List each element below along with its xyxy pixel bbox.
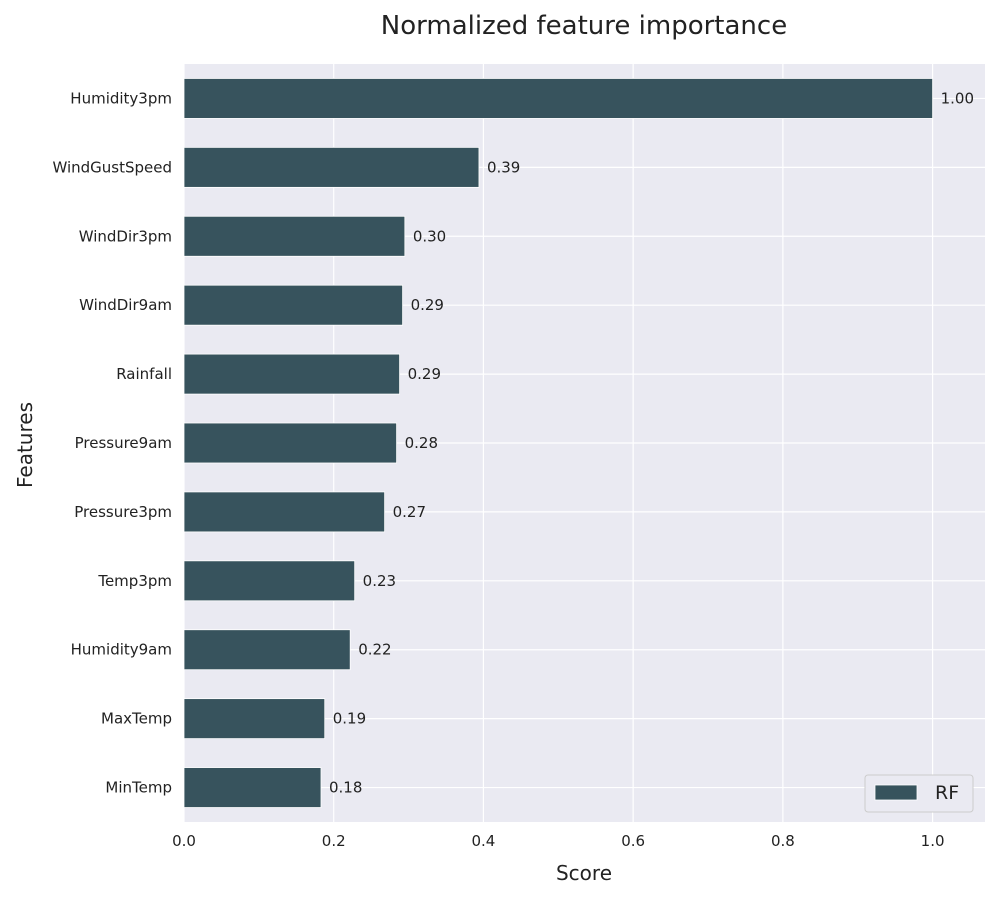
bar-pressure3pm bbox=[183, 491, 386, 533]
legend-box bbox=[864, 774, 974, 813]
data-label-winddir3pm: 0.30 bbox=[413, 227, 446, 245]
legend-swatch bbox=[874, 784, 918, 801]
x-tick-label: 1.0 bbox=[921, 832, 945, 850]
bar-winddir3pm bbox=[183, 215, 406, 257]
data-label-maxtemp: 0.19 bbox=[333, 710, 366, 728]
y-tick-labels: Humidity3pm WindGustSpeed WindDir3pm WindDi… bbox=[52, 89, 172, 796]
x-tick-labels: 0.0 0.2 0.4 0.6 0.8 1.0 bbox=[172, 832, 944, 850]
legend-label: RF bbox=[935, 782, 959, 804]
bar-windgustspeed bbox=[183, 146, 480, 188]
x-tick-label: 0.4 bbox=[472, 832, 496, 850]
chart-title: Normalized feature importance bbox=[381, 11, 787, 41]
x-tick-label: 0.0 bbox=[172, 832, 196, 850]
data-label-humidity3pm: 1.00 bbox=[941, 89, 974, 107]
bar-pressure9am bbox=[183, 422, 398, 464]
bar-humidity9am bbox=[183, 629, 351, 671]
y-axis-label: Features bbox=[13, 402, 37, 488]
x-axis-label: Score bbox=[556, 861, 612, 885]
bar-rainfall bbox=[183, 353, 400, 395]
data-label-windgustspeed: 0.39 bbox=[487, 158, 520, 176]
bars bbox=[183, 78, 933, 808]
y-tick-label: Rainfall bbox=[116, 365, 172, 383]
bar-temp3pm bbox=[183, 560, 356, 602]
data-label-humidity9am: 0.22 bbox=[358, 641, 391, 659]
y-tick-label: WindDir9am bbox=[79, 296, 172, 314]
bar-maxtemp bbox=[183, 698, 326, 740]
y-tick-label: MaxTemp bbox=[101, 710, 172, 728]
y-tick-label: Pressure9am bbox=[75, 434, 172, 452]
data-label-winddir9am: 0.29 bbox=[411, 296, 444, 314]
bar-humidity3pm bbox=[183, 78, 933, 119]
y-tick-label: Humidity9am bbox=[71, 641, 172, 659]
data-label-mintemp: 0.18 bbox=[329, 779, 362, 797]
x-tick-label: 0.8 bbox=[771, 832, 795, 850]
legend: RF bbox=[864, 774, 974, 813]
y-tick-label: Humidity3pm bbox=[70, 89, 172, 107]
y-tick-label: Pressure3pm bbox=[74, 503, 172, 521]
data-label-pressure3pm: 0.27 bbox=[393, 503, 426, 521]
data-label-temp3pm: 0.23 bbox=[363, 572, 396, 590]
y-tick-label: MinTemp bbox=[105, 779, 172, 797]
x-tick-label: 0.6 bbox=[621, 832, 645, 850]
y-tick-label: Temp3pm bbox=[97, 572, 172, 590]
bar-winddir9am bbox=[183, 284, 403, 326]
y-tick-label: WindGustSpeed bbox=[52, 158, 172, 176]
x-tick-label: 0.2 bbox=[322, 832, 346, 850]
data-labels: 1.00 0.39 0.30 0.29 0.29 0.28 0.27 0.23 0.22 0.19… bbox=[329, 89, 974, 796]
bar-mintemp bbox=[183, 767, 322, 808]
data-label-pressure9am: 0.28 bbox=[405, 434, 438, 452]
data-label-rainfall: 0.29 bbox=[408, 365, 441, 383]
y-tick-label: WindDir3pm bbox=[79, 227, 172, 245]
